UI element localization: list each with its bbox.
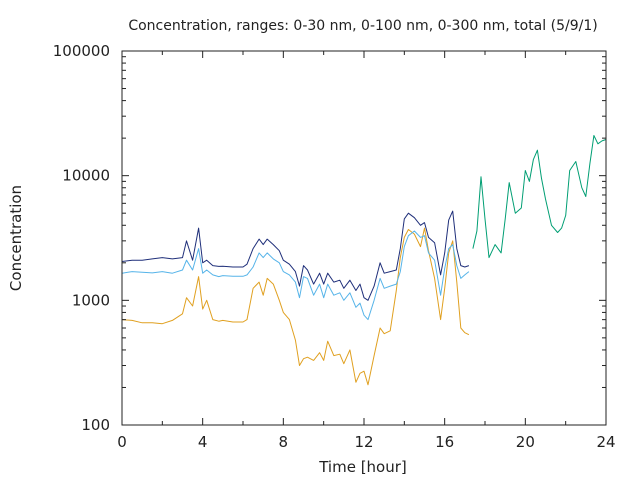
y-tick-label: 100 (81, 416, 110, 434)
series-line-0 (121, 227, 470, 386)
plot-frame (121, 50, 607, 426)
chart-title: Concentration, ranges: 0-30 nm, 0-100 nm… (128, 18, 597, 34)
ticks-layer: 0 4 8 12 16 20 24 100 1000 10000 100000 (53, 42, 616, 451)
y-tick-label: 1000 (72, 291, 110, 309)
x-tick-label: 16 (435, 433, 454, 451)
y-tick-label: 100000 (53, 42, 110, 60)
series-layer (121, 135, 607, 386)
x-tick-label: 12 (354, 433, 373, 451)
series-line-3 (121, 210, 470, 301)
y-tick-label: 10000 (62, 167, 110, 185)
series-line-1 (121, 230, 470, 321)
series-line-2 (472, 135, 607, 259)
x-tick-label: 4 (198, 433, 208, 451)
x-tick-label: 0 (117, 433, 127, 451)
x-axis-label: Time [hour] (318, 458, 407, 476)
x-tick-label: 20 (516, 433, 535, 451)
y-axis-label: Concentration (7, 185, 25, 291)
x-tick-label: 8 (279, 433, 289, 451)
x-tick-label: 24 (596, 433, 615, 451)
